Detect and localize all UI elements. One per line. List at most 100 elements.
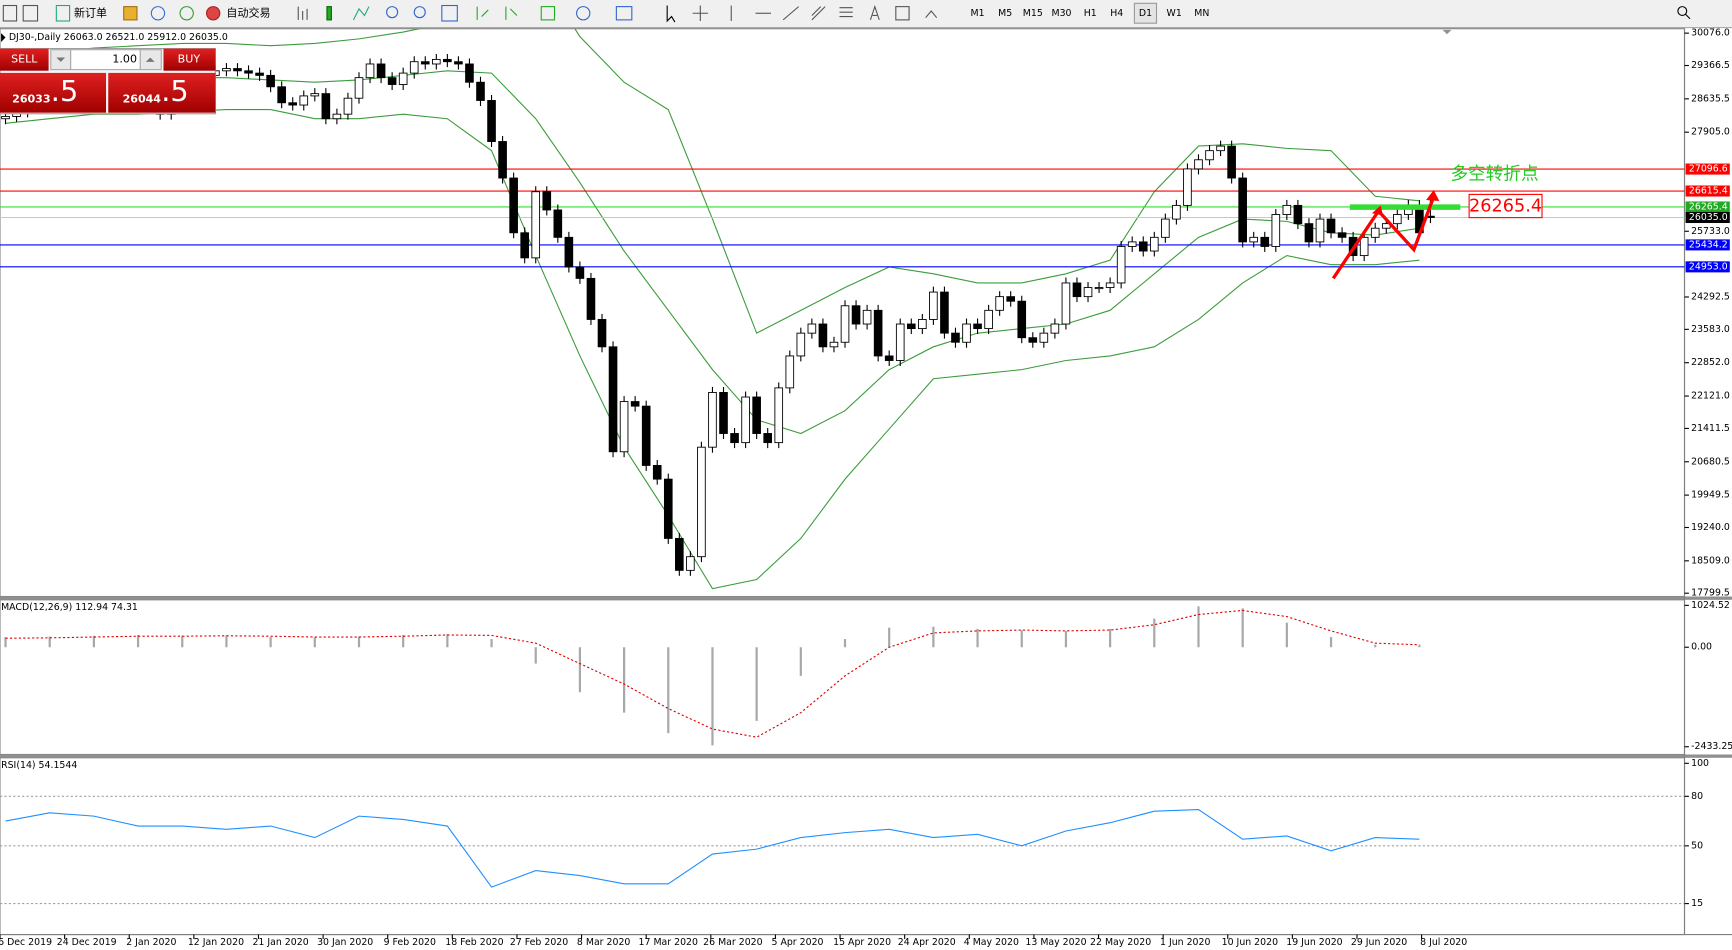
icon[interactable] <box>2 4 18 22</box>
timeframe-button[interactable]: W1 <box>1167 8 1182 19</box>
icon[interactable] <box>206 6 221 21</box>
active-timeframe[interactable] <box>1133 2 1158 24</box>
candle-body <box>1138 241 1148 252</box>
candle-body <box>1061 282 1071 325</box>
candle-body <box>619 401 629 453</box>
candle-body <box>1370 227 1380 238</box>
candle-body <box>741 396 750 444</box>
icon[interactable] <box>540 6 556 21</box>
icon[interactable] <box>22 4 39 22</box>
sell-label[interactable]: SELL <box>11 53 38 66</box>
candle-body <box>973 323 982 330</box>
icon[interactable] <box>666 5 676 23</box>
timeframe-button[interactable]: M30 <box>1051 8 1071 19</box>
icon[interactable] <box>297 6 308 20</box>
y-tick-label: -2433.25 <box>1691 741 1732 752</box>
icon[interactable] <box>123 6 138 21</box>
search-icon[interactable] <box>1677 6 1688 17</box>
candle-body <box>796 332 806 357</box>
y-tick-label: 18509.0 <box>1691 555 1730 566</box>
timeframe-button[interactable]: M5 <box>998 8 1012 19</box>
icon[interactable] <box>386 6 399 19</box>
icon[interactable] <box>326 6 332 21</box>
icon[interactable] <box>925 10 938 19</box>
rsi-window <box>0 757 1686 936</box>
icon[interactable] <box>179 6 194 21</box>
candle-body <box>465 63 474 83</box>
candle-body <box>918 319 927 330</box>
volume-value[interactable]: 1.00 <box>112 53 137 66</box>
candle-body <box>675 537 684 571</box>
candle-body <box>542 191 552 211</box>
icon[interactable] <box>413 6 426 19</box>
candle-body <box>951 332 960 343</box>
x-tick-label: 15 Apr 2020 <box>833 937 891 948</box>
candle-body <box>1083 287 1093 298</box>
sell-price-button[interactable] <box>0 72 107 113</box>
icon[interactable] <box>615 6 633 21</box>
candle-body <box>1216 145 1225 152</box>
sell-price[interactable]: 26033 <box>12 92 50 105</box>
x-tick-label: 12 Jan 2020 <box>188 937 244 948</box>
icon[interactable] <box>811 6 826 21</box>
candle-body <box>1116 246 1126 284</box>
icon[interactable] <box>150 6 166 21</box>
icon[interactable] <box>505 6 518 20</box>
x-tick-label: 8 Jul 2020 <box>1420 937 1467 948</box>
buy-label[interactable]: BUY <box>178 53 201 66</box>
candle-body <box>862 309 872 325</box>
icon[interactable] <box>55 4 71 22</box>
search-icon[interactable] <box>1685 13 1691 20</box>
candle-body <box>906 323 916 330</box>
timeframe-button[interactable]: M15 <box>1023 8 1043 19</box>
sell-button[interactable] <box>0 48 49 71</box>
candle-body <box>895 323 905 361</box>
icon[interactable] <box>476 6 489 20</box>
candle-body <box>608 346 618 453</box>
level-box <box>1685 163 1730 175</box>
x-tick-label: 30 Jan 2020 <box>317 937 373 948</box>
icon[interactable] <box>839 7 853 18</box>
window-separator <box>0 754 1732 758</box>
timeframe-button[interactable]: D1 <box>1139 8 1152 19</box>
arrow-head <box>1371 205 1383 216</box>
auto-trading-button[interactable]: 自动交易 <box>226 5 270 19</box>
buy-price-button[interactable] <box>108 72 216 113</box>
candle-body <box>343 97 353 115</box>
icon[interactable] <box>576 6 591 21</box>
candle-body <box>1072 282 1082 298</box>
y-tick-label: 27905.0 <box>1691 127 1730 138</box>
candle-body <box>630 401 640 407</box>
buy-price[interactable]: 26044 <box>123 92 162 105</box>
candle-body <box>387 77 397 85</box>
candle-body <box>1006 296 1016 302</box>
icon[interactable] <box>782 6 799 21</box>
candle-body <box>641 405 651 466</box>
candle-body <box>774 387 784 444</box>
timeframe-button[interactable]: H1 <box>1084 8 1097 19</box>
timeframe-button[interactable]: MN <box>1194 8 1209 19</box>
candle-body <box>1161 218 1170 238</box>
icon[interactable] <box>692 5 709 21</box>
zigzag-arrow <box>1331 196 1436 280</box>
candle-body <box>940 291 949 334</box>
y-tick-label: 19949.5 <box>1691 490 1730 501</box>
level-box <box>1685 201 1730 213</box>
candle-body <box>1039 332 1049 343</box>
buy-button[interactable] <box>163 48 216 71</box>
new-order-button[interactable]: 新订单 <box>74 5 107 19</box>
icon[interactable] <box>352 6 370 21</box>
candle-body <box>1028 337 1038 343</box>
sell-price-big[interactable]: .5 <box>51 74 78 108</box>
candle-body <box>1017 300 1027 339</box>
buy-price-big[interactable]: .5 <box>161 74 188 108</box>
candle-body <box>984 309 993 330</box>
candle-body <box>1326 218 1336 234</box>
icon[interactable] <box>869 4 880 21</box>
level-label: 26265.4 <box>1689 201 1728 212</box>
timeframe-button[interactable]: H4 <box>1110 8 1123 19</box>
icon[interactable] <box>441 4 458 22</box>
candle-body <box>708 392 717 448</box>
icon[interactable] <box>895 6 910 21</box>
timeframe-button[interactable]: M1 <box>971 8 985 19</box>
